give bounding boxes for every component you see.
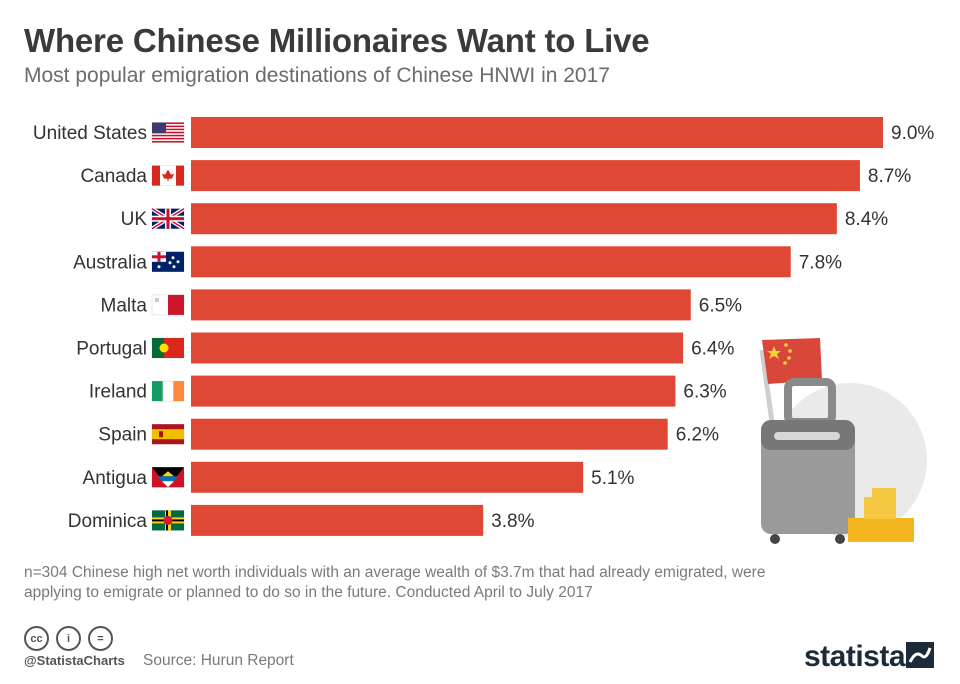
bar — [191, 117, 883, 148]
methodology-note: n=304 Chinese high net worth individuals… — [24, 564, 766, 601]
statista-logo-icon — [906, 642, 934, 668]
category-label: Ireland — [89, 382, 147, 403]
bar-value-label: 8.7% — [868, 166, 911, 187]
bar — [191, 332, 684, 364]
bar — [191, 203, 837, 235]
category-label: Canada — [80, 166, 147, 187]
uk-flag-icon — [150, 207, 186, 231]
ireland-flag-icon — [151, 380, 185, 402]
by-icon[interactable]: i — [56, 626, 81, 651]
bar-value-label: 6.2% — [676, 425, 719, 446]
category-label: Australia — [73, 252, 147, 273]
bar — [191, 375, 676, 407]
category-label: United States — [33, 123, 147, 144]
bar-value-label: 6.4% — [691, 339, 734, 360]
canada-flag-icon — [151, 165, 185, 186]
source-label: Source: Hurun Report — [143, 652, 294, 669]
category-label: UK — [121, 209, 148, 230]
dominica-flag-icon — [151, 510, 185, 531]
portugal-flag-icon — [151, 337, 185, 359]
bar — [191, 461, 584, 493]
bar-value-label: 6.5% — [699, 295, 742, 316]
nd-icon[interactable]: = — [88, 626, 113, 651]
bar-value-label: 8.4% — [845, 209, 888, 230]
australia-flag-icon — [151, 251, 185, 273]
bar — [191, 418, 668, 450]
category-label: Dominica — [68, 511, 148, 532]
twitter-handle[interactable]: @StatistaCharts — [24, 653, 125, 668]
bar-value-label: 7.8% — [799, 252, 842, 273]
bar — [191, 160, 860, 192]
bar-value-label: 6.3% — [683, 382, 726, 403]
bar-value-label: 3.8% — [491, 511, 534, 532]
spain-flag-icon — [151, 423, 185, 445]
chart-subtitle: Most popular emigration destinations of … — [24, 64, 610, 87]
category-label: Antigua — [83, 468, 148, 489]
bar — [191, 504, 484, 536]
chart-title: Where Chinese Millionaires Want to Live — [24, 22, 650, 59]
suitcase-illustration-icon — [759, 338, 927, 544]
statista-logo[interactable]: statista — [804, 640, 906, 673]
bar — [191, 289, 691, 321]
bar — [191, 246, 791, 278]
category-label: Malta — [101, 295, 148, 316]
cc-icon[interactable]: cc — [24, 626, 49, 651]
bar-value-label: 9.0% — [891, 123, 934, 144]
category-label: Spain — [98, 425, 147, 446]
bar-chart: 9.0% United States 8.7% Canada 8.4% UK 7.8% Aus… — [33, 117, 934, 536]
license-icons: cc i = — [24, 626, 113, 651]
category-label: Portugal — [76, 339, 147, 360]
us-flag-icon — [151, 122, 185, 143]
malta-flag-icon — [151, 294, 185, 316]
bar-value-label: 5.1% — [591, 468, 634, 489]
antigua-flag-icon — [151, 466, 185, 488]
